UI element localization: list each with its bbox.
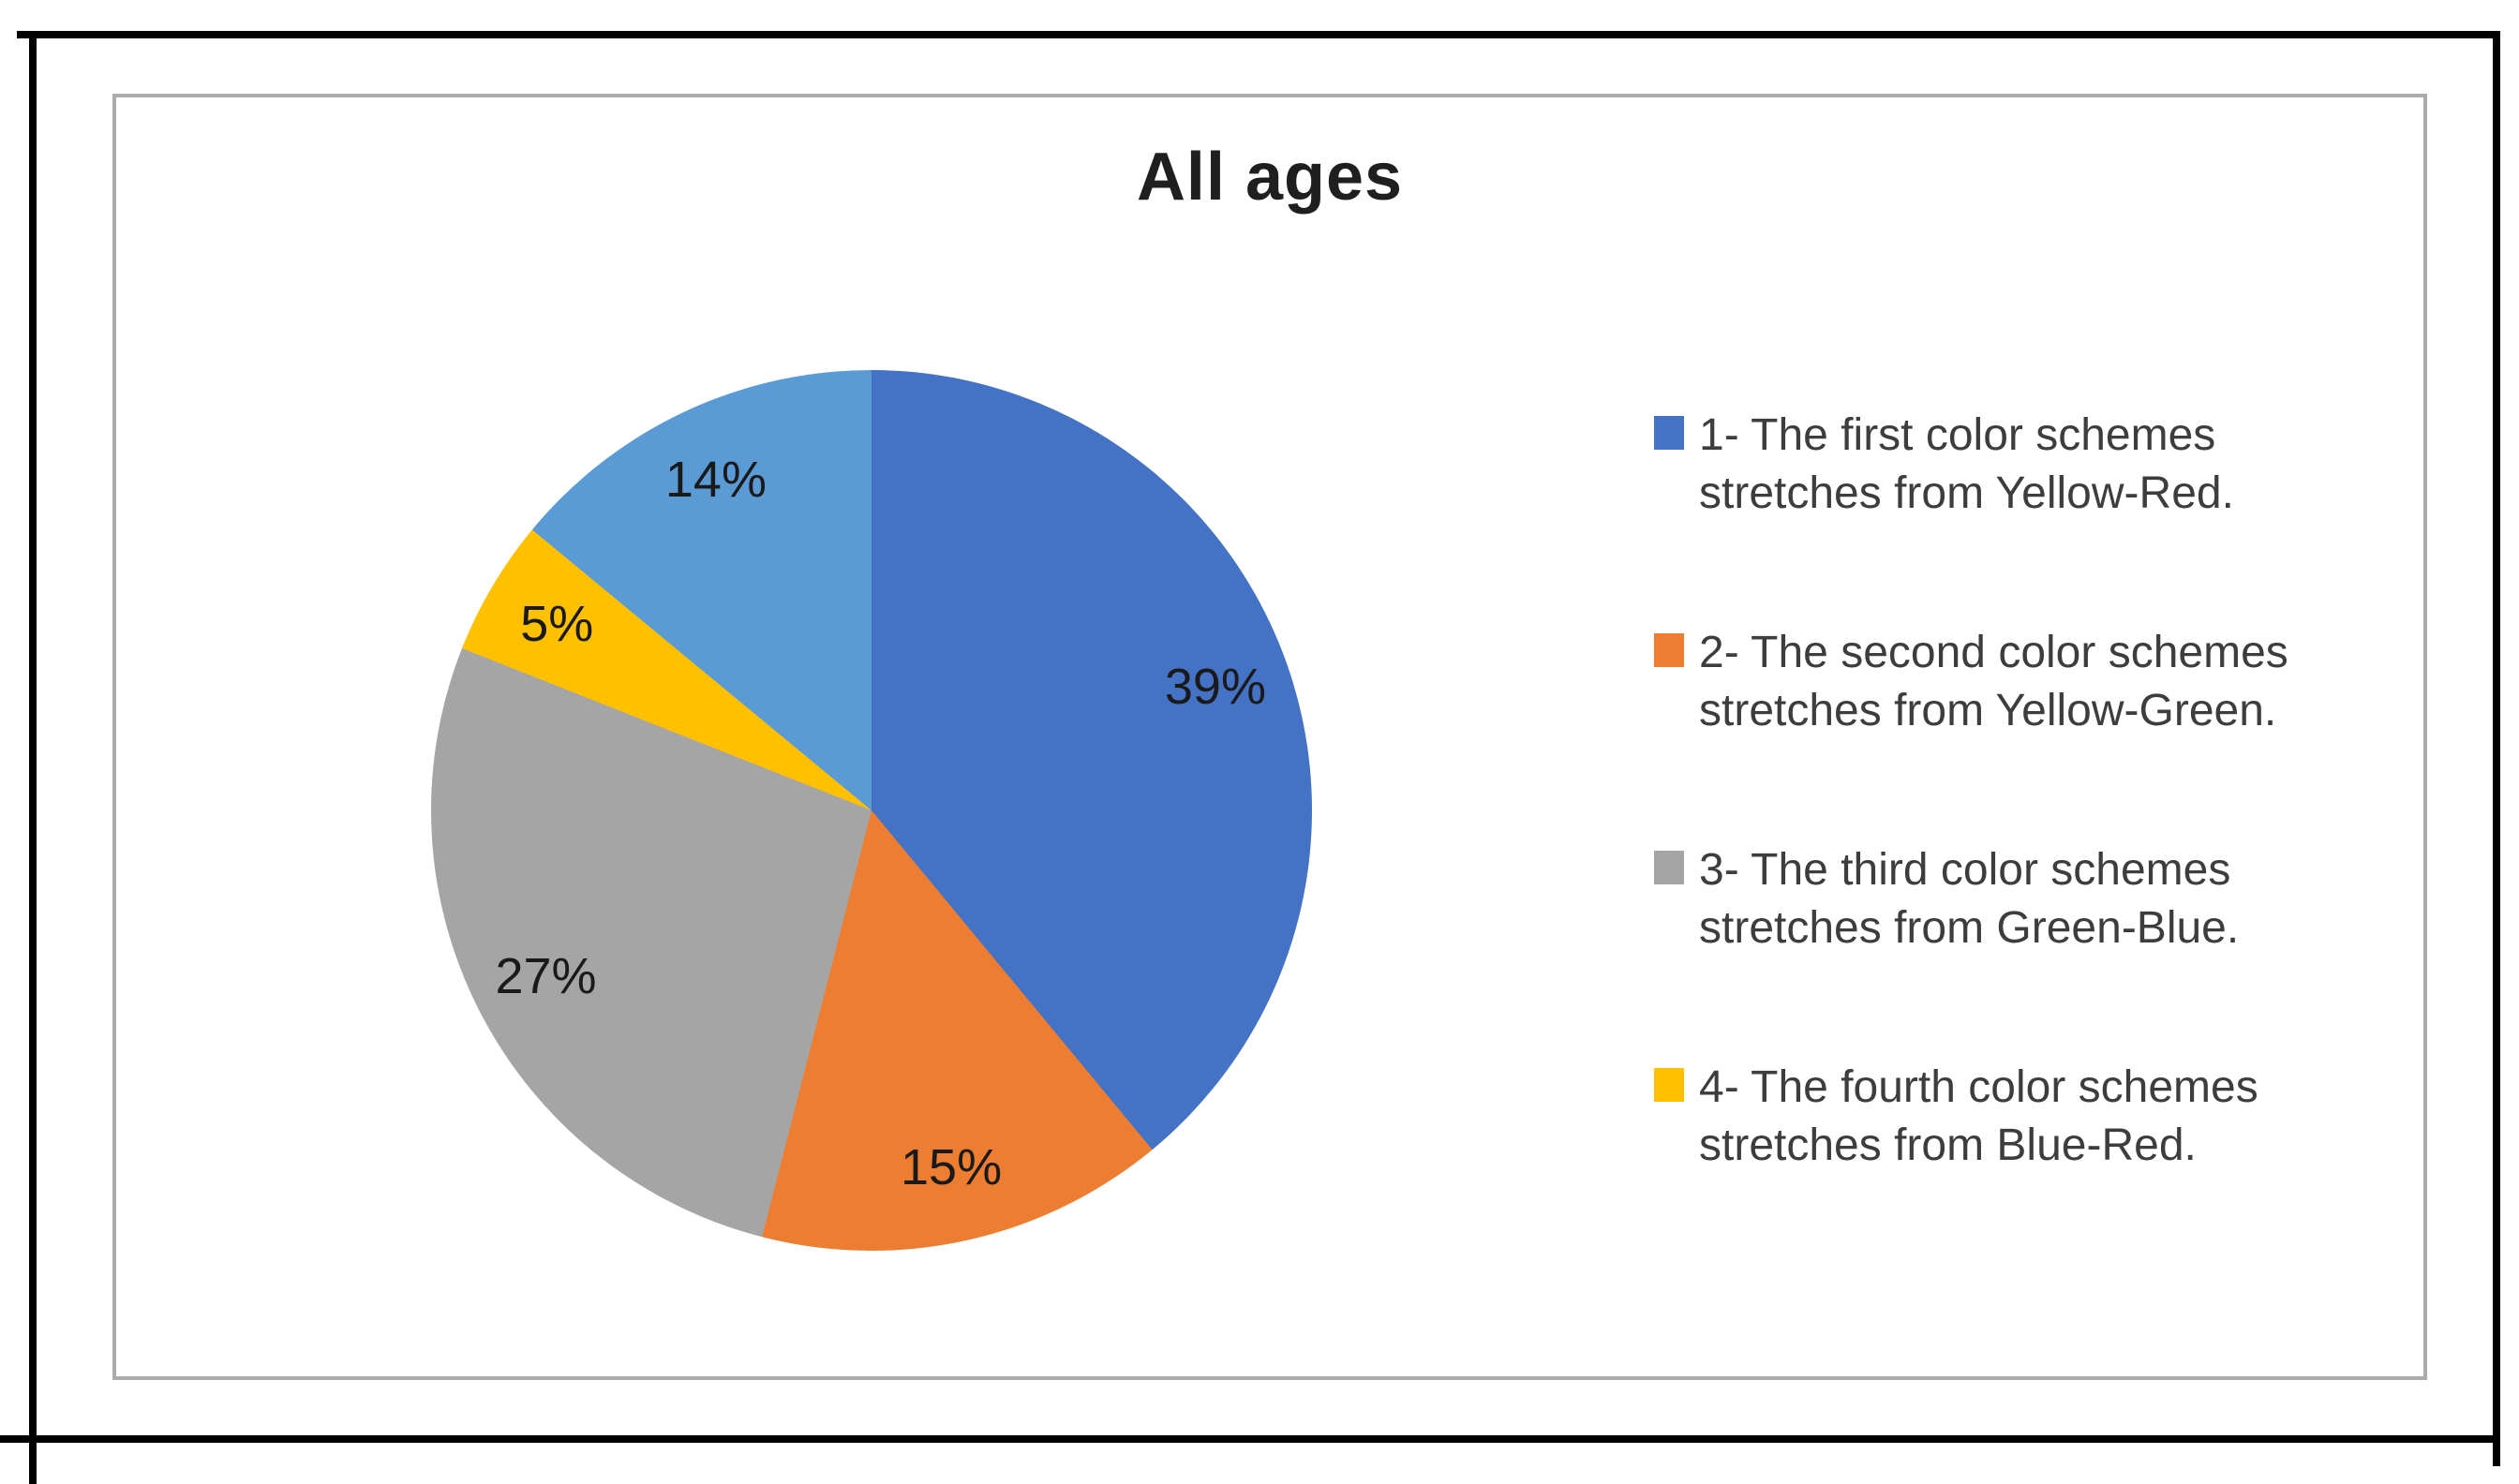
pie-slice-label: 27% [495, 948, 597, 1005]
table-cell-border-top [17, 31, 2500, 38]
table-cell-border-bottom [0, 1435, 2500, 1443]
legend-marker-swatch [1654, 851, 1684, 884]
chart-title: All ages [1136, 140, 1404, 215]
pie-circle [431, 370, 1312, 1251]
legend-item: 2- The second color schemes stretches fr… [1654, 624, 2385, 740]
chart-frame: All ages 39% 15% 27% 5% 14% 1- The first col… [112, 94, 2427, 1380]
legend-item: 4- The fourth color schemes stretches fr… [1654, 1059, 2385, 1175]
legend-item-label: 4- The fourth color schemes stretches fr… [1699, 1062, 2258, 1170]
legend-marker-swatch [1654, 1068, 1684, 1102]
legend-item-label: 1- The first color schemes stretches fro… [1699, 410, 2234, 518]
table-cell-border-right [2493, 31, 2500, 1466]
pie-slice-label: 14% [664, 452, 767, 509]
legend-item-label: 2- The second color schemes stretches fr… [1699, 628, 2288, 735]
pie-chart: 39% 15% 27% 5% 14% [431, 370, 1312, 1251]
pie-slice-label: 39% [1164, 658, 1266, 715]
legend-item: 1- The first color schemes stretches fro… [1654, 407, 2385, 523]
chart-legend: 1- The first color schemes stretches fro… [1654, 407, 2385, 1276]
pie-slice-label: 15% [901, 1138, 1003, 1195]
legend-marker-swatch [1654, 633, 1684, 667]
legend-item-label: 3- The third color schemes stretches fro… [1699, 845, 2240, 953]
legend-marker-swatch [1654, 416, 1684, 450]
legend-item: 3- The third color schemes stretches fro… [1654, 841, 2385, 957]
table-cell-border-left [29, 31, 37, 1484]
pie-slice-label: 5% [520, 596, 594, 653]
